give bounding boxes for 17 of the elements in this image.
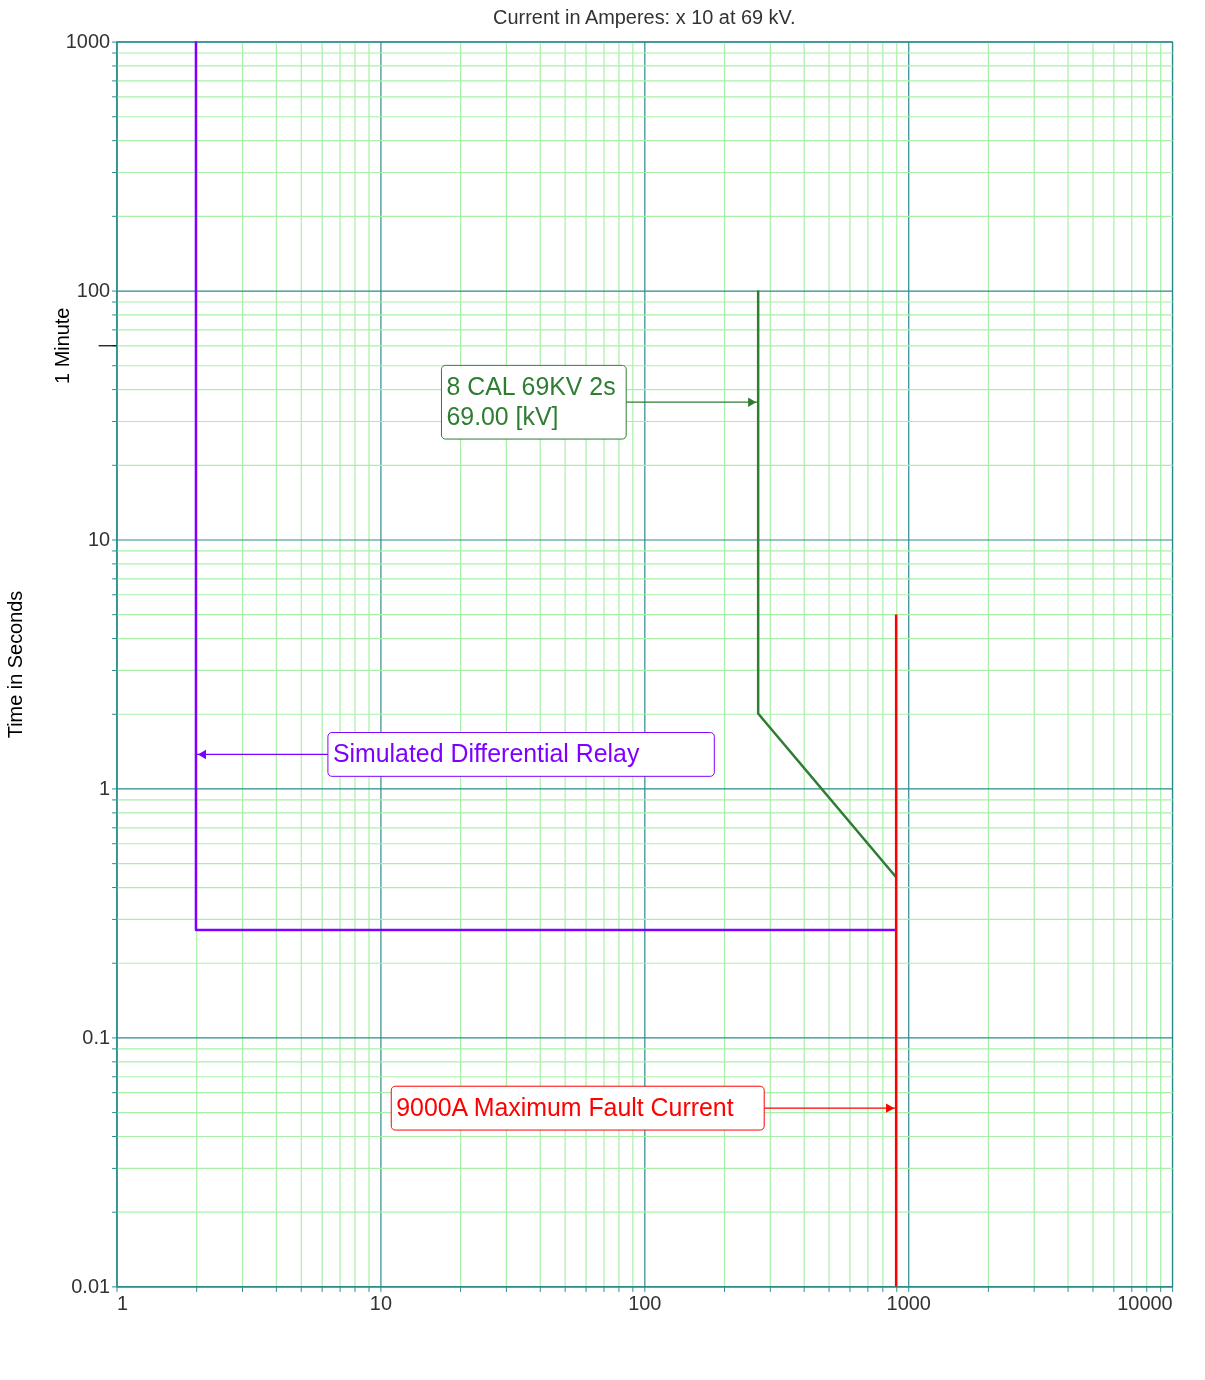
x-tick-label: 1 <box>117 1291 129 1314</box>
chart-title: Current in Amperes: x 10 at 69 kV. <box>493 5 796 28</box>
y-tick-label: 1000 <box>65 30 111 53</box>
y-tick-label: 10 <box>87 527 111 550</box>
ref-line-label: 1 Minute <box>50 307 73 384</box>
annotation: 9000A Maximum Fault Current <box>396 1093 734 1122</box>
annotation: 8 CAL 69KV 2s 69.00 [kV] <box>446 372 616 431</box>
annotation: Simulated Differential Relay <box>332 739 640 768</box>
x-tick-label: 10000 <box>1117 1291 1173 1314</box>
y-tick-label: 0.1 <box>82 1025 111 1048</box>
x-tick-label: 1000 <box>886 1291 931 1314</box>
y-tick-label: 0.01 <box>71 1274 111 1297</box>
y-tick-label: 100 <box>76 279 111 302</box>
x-tick-label: 10 <box>369 1291 392 1314</box>
x-tick-label: 100 <box>628 1291 662 1314</box>
y-tick-label: 1 <box>98 776 111 799</box>
y-axis-title: Time in Seconds <box>3 590 26 739</box>
